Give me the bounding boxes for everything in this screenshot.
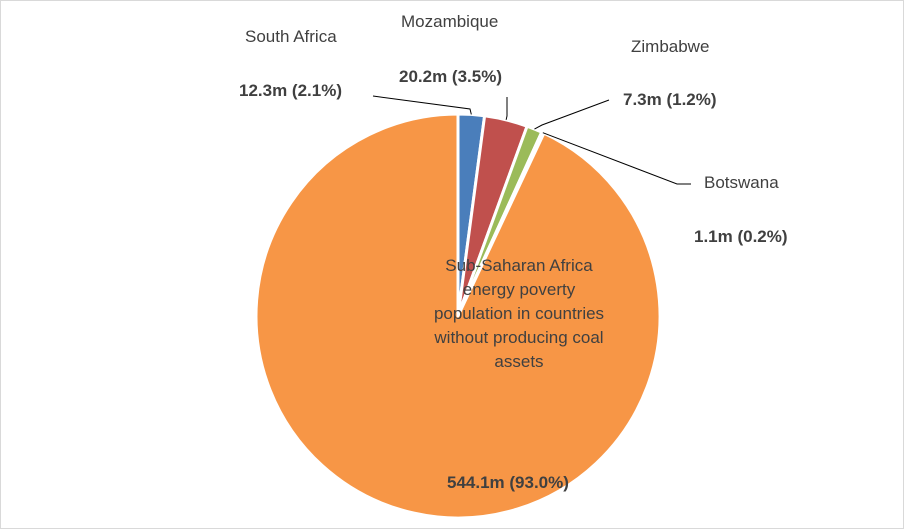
value-zimbabwe: 7.3m (1.2%) bbox=[623, 90, 717, 109]
label-botswana: Botswana bbox=[704, 173, 779, 192]
leader-line-mozambique bbox=[505, 97, 508, 120]
value-rest-of-ssa: 544.1m (93.0%) bbox=[447, 473, 569, 492]
leader-line-south-africa bbox=[372, 95, 472, 115]
value-botswana: 1.1m (0.2%) bbox=[694, 227, 788, 246]
value-south-africa: 12.3m (2.1%) bbox=[239, 81, 342, 100]
leader-line-botswana bbox=[542, 132, 691, 185]
value-mozambique: 20.2m (3.5%) bbox=[399, 67, 502, 86]
leader-lines bbox=[372, 95, 691, 185]
label-zimbabwe: Zimbabwe bbox=[631, 37, 710, 56]
pie-slices bbox=[254, 112, 662, 520]
label-mozambique: Mozambique bbox=[401, 12, 499, 31]
label-south-africa: South Africa bbox=[245, 27, 337, 46]
leader-line-zimbabwe bbox=[534, 99, 610, 130]
pie-slice-sub-saharan bbox=[254, 112, 662, 520]
label-rest-of-ssa: Sub-Saharan Africa energy poverty popula… bbox=[433, 256, 605, 371]
